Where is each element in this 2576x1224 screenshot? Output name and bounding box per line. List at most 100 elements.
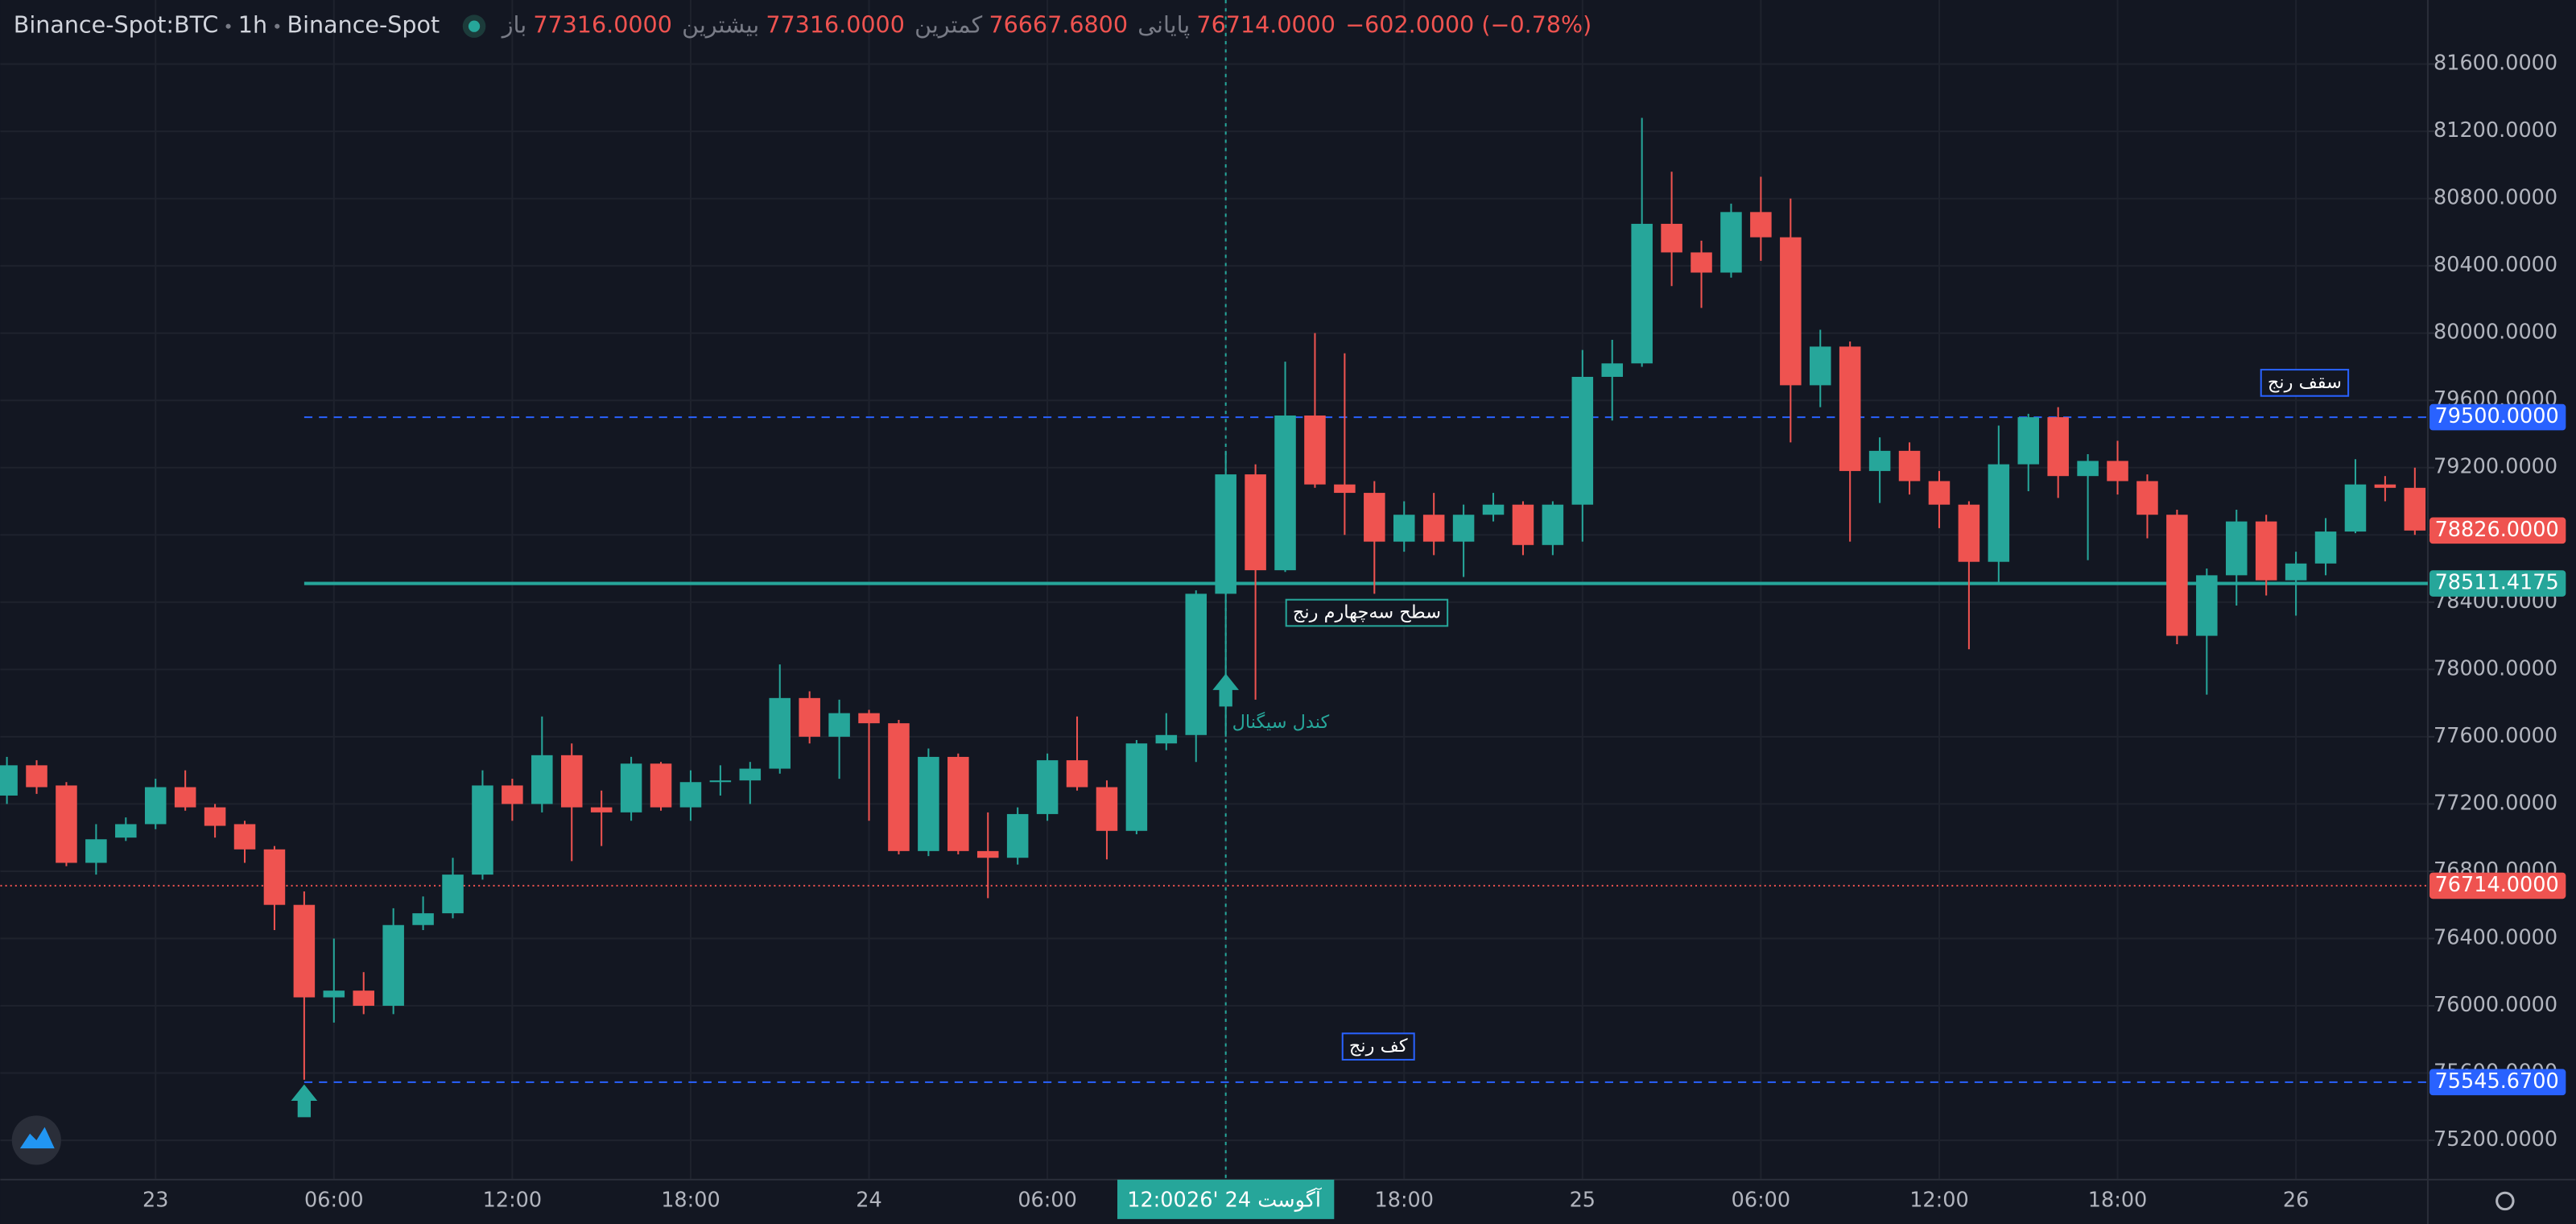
candle-body [1631, 223, 1653, 364]
candle-body [1185, 593, 1208, 735]
candle-body [1036, 760, 1059, 814]
candle-body [1393, 515, 1415, 542]
candle-body [947, 756, 969, 851]
x-tick-label: 25 [1570, 1188, 1596, 1212]
price-tag-label: 75545.6700 [2435, 1069, 2559, 1094]
candle-body [1304, 416, 1326, 485]
candle-body [1898, 450, 1921, 482]
x-tick-label: 18:00 [1374, 1188, 1433, 1212]
candle-body [1542, 504, 1564, 545]
candle-body [144, 787, 167, 825]
annotation: سطح سه‌چهارم رنج [1293, 602, 1441, 623]
header-text: 77316.0000 [766, 11, 905, 39]
candle-body [26, 765, 47, 788]
candle-body [560, 755, 583, 808]
header-text: بیشترین [682, 11, 759, 39]
settings-icon[interactable] [2496, 1191, 2515, 1211]
grid [0, 0, 2428, 1180]
candle-body [1928, 481, 1951, 505]
annotation: کندل سیگنال [1232, 711, 1330, 733]
price-tag-label: 79500.0000 [2435, 404, 2559, 428]
candle-body [1274, 416, 1296, 571]
logo-mark [19, 1127, 55, 1149]
price-tag-label: 78826.0000 [2435, 518, 2559, 542]
price-tag [2429, 517, 2566, 544]
candle-body [1690, 252, 1712, 273]
header-text: باز [501, 11, 526, 39]
status-dot [468, 20, 481, 32]
annotation: سقف رنج [2268, 372, 2342, 393]
candle-body [2285, 563, 2307, 581]
x-tick-label: 24 [856, 1188, 881, 1212]
candle-body [1809, 346, 1831, 386]
candle-body [858, 713, 880, 724]
candle-body [1364, 493, 1385, 542]
candle-body [709, 780, 732, 783]
candle-body [353, 990, 374, 1006]
candle-body [1661, 223, 1682, 253]
y-tick-label: 78000.0000 [2434, 656, 2557, 680]
y-tick-label: 76000.0000 [2434, 993, 2557, 1017]
annotation-box [2260, 369, 2350, 397]
x-tick-label: 12:00 [1127, 1188, 1187, 1212]
candle-body [1512, 504, 1534, 545]
price-tag-label: 76714.0000 [2435, 873, 2559, 897]
candle-body [412, 913, 434, 925]
price-tag [2429, 1069, 2566, 1096]
price-tag-label: 78511.4175 [2435, 571, 2559, 595]
candle-body [590, 807, 613, 813]
header-text: کمترین [914, 11, 983, 39]
crosshair-date: 26' آگوست 24 [1187, 1187, 1323, 1212]
candle-body [2255, 521, 2277, 581]
price-tag [2429, 872, 2566, 899]
y-tick-label: 80000.0000 [2434, 320, 2557, 345]
candle-body [85, 839, 107, 863]
y-tick-label: 76400.0000 [2434, 925, 2557, 949]
candle-body [1571, 376, 1594, 505]
crosshair-label-box [1117, 1179, 1335, 1219]
header-text: 1h [238, 11, 267, 39]
annotation-box [1341, 1032, 1415, 1061]
candle-body [620, 763, 642, 813]
candle-body [1422, 515, 1445, 542]
y-tick-label: 79200.0000 [2434, 455, 2557, 479]
candle-body [502, 785, 523, 804]
candle-body [1155, 734, 1178, 744]
header-text: −602.0000 (−0.78%) [1345, 11, 1591, 39]
annotation-box [1285, 598, 1449, 627]
candle-body [1096, 787, 1118, 831]
x-tick-label: 26 [2283, 1188, 2309, 1212]
candle-body [174, 787, 196, 808]
candle-body [2017, 417, 2040, 465]
candle-body [1839, 346, 1861, 471]
y-tick-label: 77200.0000 [2434, 791, 2557, 815]
candle-body [115, 824, 137, 838]
candle-body [769, 697, 791, 769]
candle-body [1958, 504, 1980, 562]
header-text: پایانی [1137, 11, 1190, 39]
separator [275, 23, 280, 29]
y-tick-label: 77600.0000 [2434, 724, 2557, 748]
candle-body [442, 875, 464, 914]
candle-body [472, 785, 493, 875]
candle-body [1334, 484, 1356, 494]
candle-body [2077, 461, 2099, 477]
y-tick-label: 75200.0000 [2434, 1127, 2557, 1152]
candle-body [888, 723, 910, 851]
candle-body [0, 765, 18, 796]
candle-body [1245, 474, 1266, 571]
candle-body [1720, 212, 1742, 273]
candle-body [918, 756, 939, 851]
header-text: 76667.6800 [989, 11, 1128, 39]
candle-body [2047, 417, 2069, 477]
candle-body [531, 755, 553, 804]
separator [225, 23, 231, 29]
candle-body [1601, 363, 1624, 377]
candle-body [323, 990, 345, 998]
header-text: Binance-Spot [287, 11, 440, 39]
candle-body [1780, 237, 1802, 386]
candle-body [828, 713, 850, 737]
price-tag [2429, 403, 2566, 431]
